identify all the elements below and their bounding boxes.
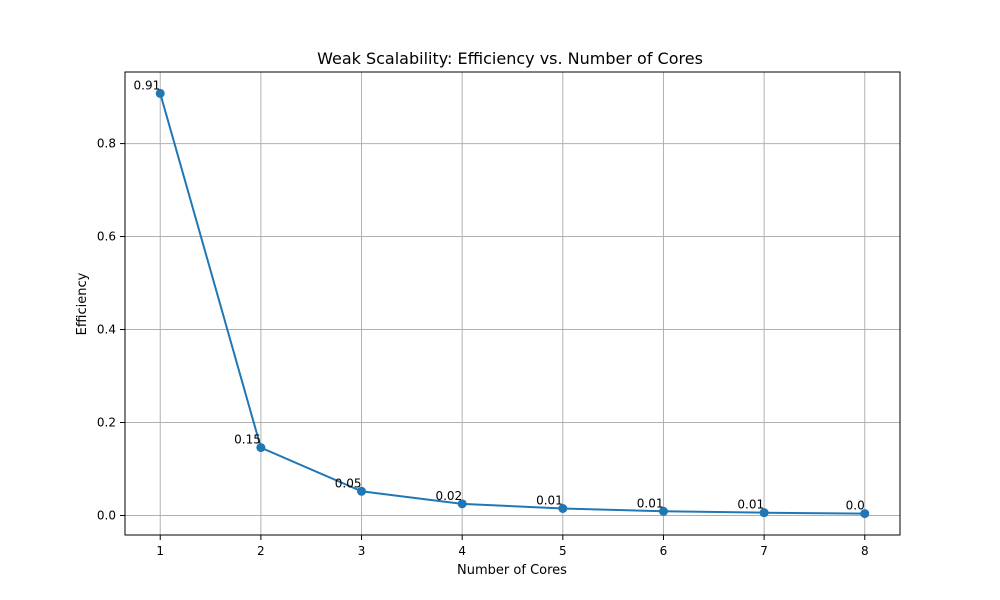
y-tick-label: 0.4: [97, 323, 116, 337]
x-axis: 1 2 3 4 5 6 7 8: [156, 535, 869, 558]
x-tick-label: 5: [559, 544, 567, 558]
y-tick-label: 0.2: [97, 416, 116, 430]
data-point: [256, 443, 266, 453]
y-axis: 0.0 0.2 0.4 0.6 0.8: [97, 137, 125, 522]
y-axis-label: Efficiency: [75, 272, 90, 335]
chart-title: Weak Scalability: Efficiency vs. Number …: [317, 49, 703, 68]
y-tick-label: 0.8: [97, 137, 116, 151]
x-tick-label: 8: [861, 544, 869, 558]
data-label: 0.01: [637, 496, 664, 510]
grid: [125, 72, 900, 535]
data-label: 0.02: [435, 489, 462, 503]
axes-frame: [124, 71, 901, 536]
y-tick-label: 0.6: [97, 230, 116, 244]
data-label: 0.0: [846, 499, 865, 513]
data-point: [759, 508, 769, 518]
data-point: [860, 509, 870, 519]
data-point: [357, 486, 367, 496]
data-point: [457, 499, 467, 509]
data-point: [155, 88, 165, 98]
data-labels: 0.91 0.15 0.05 0.02 0.01 0.01 0.01 0.0: [134, 78, 865, 512]
data-label: 0.15: [234, 433, 261, 447]
x-axis-label: Number of Cores: [457, 563, 567, 578]
data-label: 0.01: [737, 498, 764, 512]
data-label: 0.05: [335, 476, 362, 490]
y-tick-label: 0.0: [97, 508, 116, 522]
series-line: [159, 93, 865, 515]
series-markers: [155, 88, 870, 519]
x-tick-label: 7: [760, 544, 768, 558]
x-tick-label: 1: [156, 544, 164, 558]
x-tick-label: 2: [257, 544, 265, 558]
x-tick-label: 4: [458, 544, 466, 558]
data-point: [558, 504, 568, 514]
data-label: 0.01: [536, 494, 563, 508]
x-tick-label: 3: [358, 544, 366, 558]
data-point: [658, 506, 668, 516]
x-tick-label: 6: [660, 544, 668, 558]
data-label: 0.91: [134, 78, 161, 92]
